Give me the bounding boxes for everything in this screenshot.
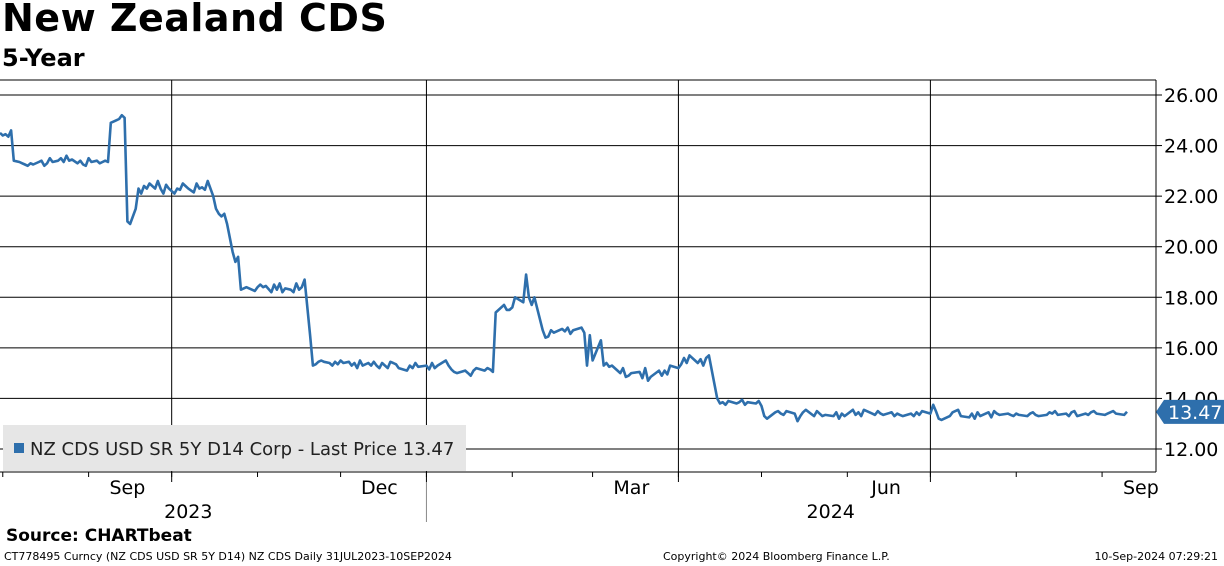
y-tick-label: 26.00	[1164, 85, 1218, 107]
y-tick-label: 16.00	[1164, 338, 1218, 360]
legend-label: NZ CDS USD SR 5Y D14 Corp - Last Price 1…	[30, 439, 454, 460]
y-tick-label: 24.00	[1164, 136, 1218, 158]
footer-copyright: Copyright© 2024 Bloomberg Finance L.P.	[663, 550, 890, 563]
x-month-label: Jun	[870, 477, 901, 499]
legend-box	[3, 425, 466, 471]
source-label: Source: CHARTbeat	[6, 526, 192, 546]
legend-swatch	[14, 443, 24, 453]
x-year-label: 2024	[807, 501, 855, 523]
chart-subtitle: 5-Year	[2, 44, 85, 72]
x-year-label: 2023	[164, 501, 212, 523]
y-tick-label: 20.00	[1164, 237, 1218, 259]
y-tick-label: 18.00	[1164, 287, 1218, 309]
x-month-label: Mar	[613, 477, 649, 499]
y-tick-label: 22.00	[1164, 186, 1218, 208]
y-tick-label: 12.00	[1164, 439, 1218, 461]
last-price-label: 13.47	[1168, 402, 1222, 424]
x-month-label: Dec	[361, 477, 398, 499]
footer-ticker: CT778495 Curncy (NZ CDS USD SR 5Y D14) N…	[4, 550, 452, 563]
series-line	[0, 113, 1128, 423]
x-month-label: Sep	[109, 477, 145, 499]
x-month-label: Sep	[1123, 477, 1159, 499]
last-price-tag	[1156, 399, 1224, 424]
chart-title: New Zealand CDS	[2, 0, 388, 40]
footer-timestamp: 10-Sep-2024 07:29:21	[1094, 550, 1218, 563]
